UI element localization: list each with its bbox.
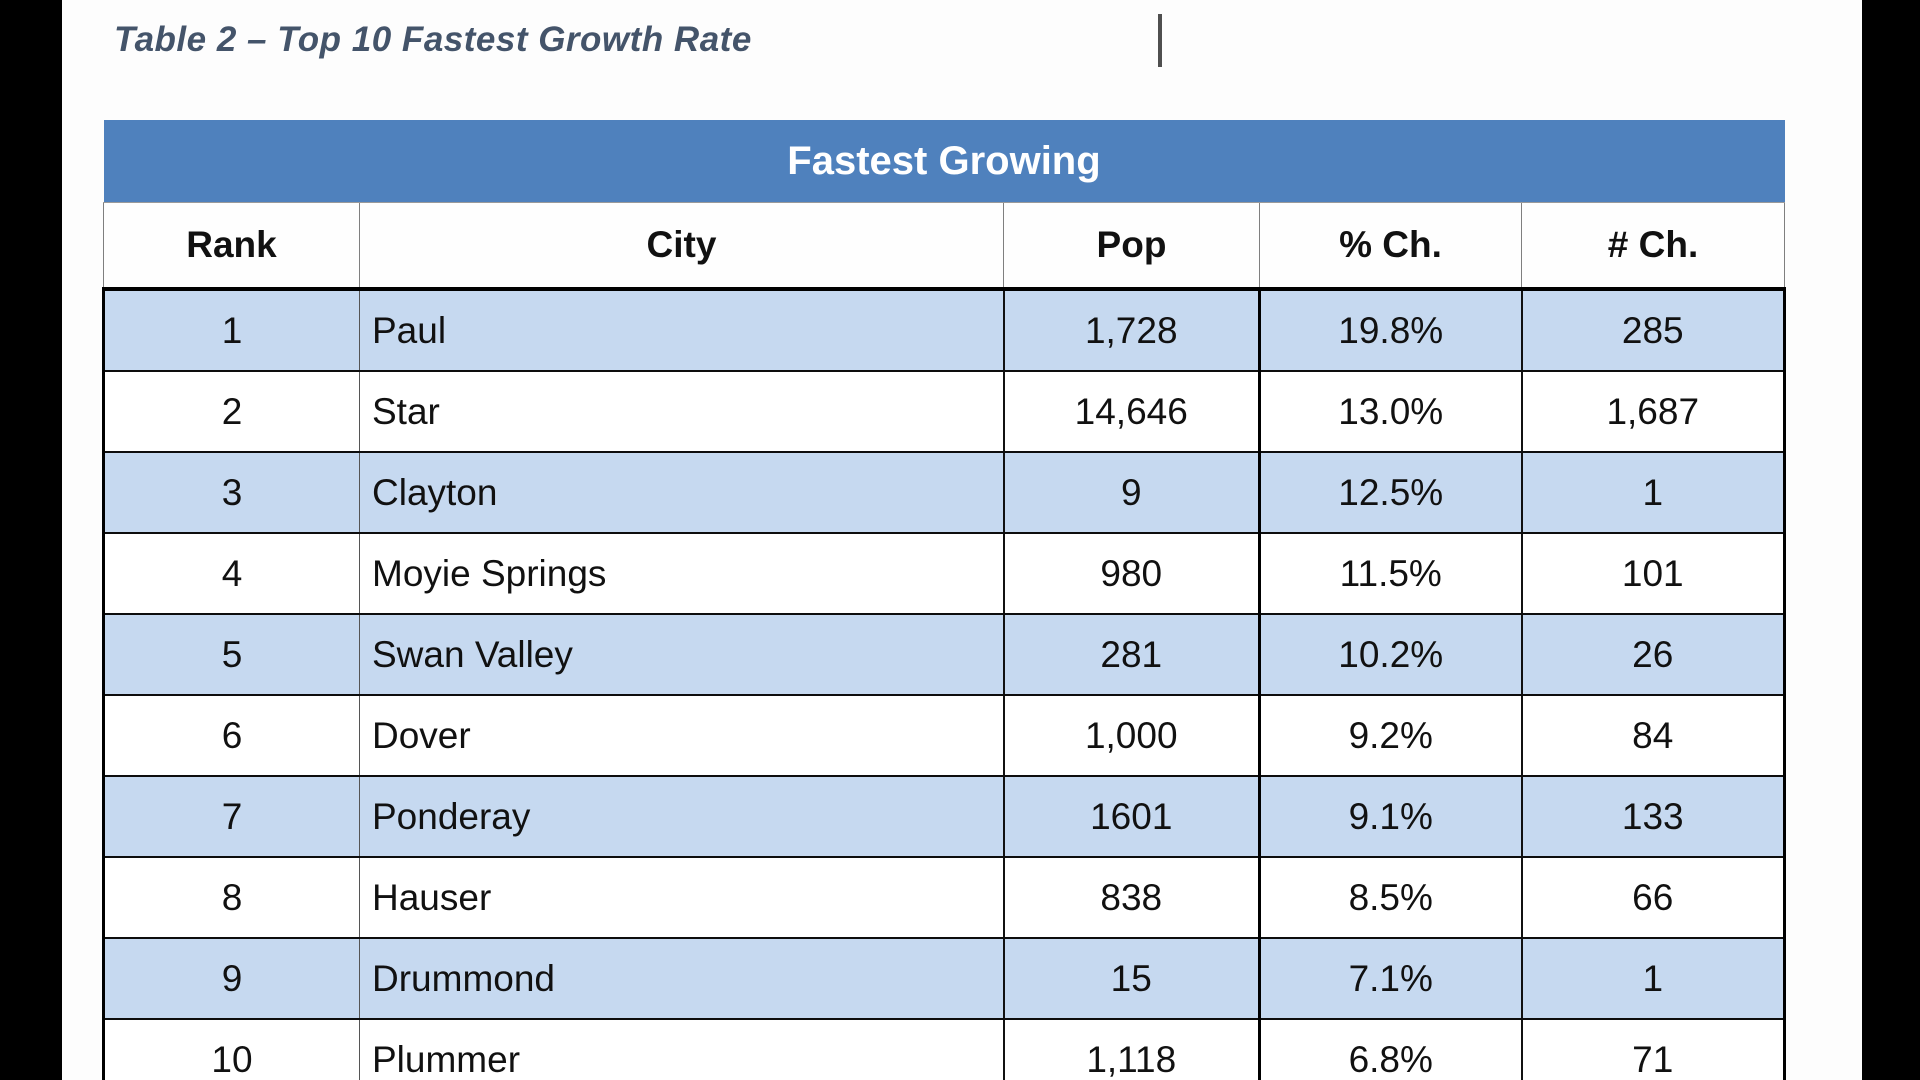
pop-cell: 1,000 xyxy=(1003,694,1261,777)
table-row: 7 Ponderay 1601 9.1% 133 xyxy=(102,775,1786,858)
pct-change-cell: 9.1% xyxy=(1259,775,1523,858)
col-header-rank: Rank xyxy=(103,202,360,291)
table-row: 8 Hauser 838 8.5% 66 xyxy=(102,856,1786,939)
letterbox-right xyxy=(1862,0,1920,1080)
city-cell: Swan Valley xyxy=(359,613,1005,696)
table-row: 6 Dover 1,000 9.2% 84 xyxy=(102,694,1786,777)
num-change-cell: 1,687 xyxy=(1521,370,1786,453)
rank-cell: 1 xyxy=(102,287,360,372)
pct-change-cell: 6.8% xyxy=(1259,1018,1523,1080)
num-change-cell: 84 xyxy=(1521,694,1786,777)
col-header-city: City xyxy=(359,202,1004,291)
table-title: Fastest Growing xyxy=(103,120,1785,203)
pop-cell: 1,118 xyxy=(1003,1018,1261,1080)
rank-cell: 2 xyxy=(102,370,360,453)
col-header-num-change: # Ch. xyxy=(1521,202,1785,291)
rank-cell: 9 xyxy=(102,937,360,1020)
text-cursor xyxy=(1158,14,1162,67)
pop-cell: 281 xyxy=(1003,613,1261,696)
rank-cell: 7 xyxy=(102,775,360,858)
city-cell: Clayton xyxy=(359,451,1005,534)
city-cell: Paul xyxy=(359,287,1005,372)
num-change-cell: 133 xyxy=(1521,775,1786,858)
table-caption: Table 2 – Top 10 Fastest Growth Rate xyxy=(114,20,752,59)
pct-change-cell: 10.2% xyxy=(1259,613,1523,696)
pct-change-cell: 13.0% xyxy=(1259,370,1523,453)
pop-cell: 838 xyxy=(1003,856,1261,939)
city-cell: Plummer xyxy=(359,1018,1005,1080)
table-row: 1 Paul 1,728 19.8% 285 xyxy=(102,287,1786,372)
pct-change-cell: 8.5% xyxy=(1259,856,1523,939)
pop-cell: 15 xyxy=(1003,937,1261,1020)
rank-cell: 8 xyxy=(102,856,360,939)
fastest-growing-table: Fastest Growing Rank City Pop % Ch. # Ch… xyxy=(102,120,1786,1080)
pct-change-cell: 7.1% xyxy=(1259,937,1523,1020)
table-row: 10 Plummer 1,118 6.8% 71 xyxy=(102,1018,1786,1080)
pct-change-cell: 12.5% xyxy=(1259,451,1523,534)
table-row: 3 Clayton 9 12.5% 1 xyxy=(102,451,1786,534)
rank-cell: 5 xyxy=(102,613,360,696)
pct-change-cell: 19.8% xyxy=(1259,287,1523,372)
col-header-pop: Pop xyxy=(1003,202,1260,291)
num-change-cell: 285 xyxy=(1521,287,1786,372)
pct-change-cell: 9.2% xyxy=(1259,694,1523,777)
city-cell: Star xyxy=(359,370,1005,453)
city-cell: Drummond xyxy=(359,937,1005,1020)
num-change-cell: 71 xyxy=(1521,1018,1786,1080)
num-change-cell: 101 xyxy=(1521,532,1786,615)
table-row: 5 Swan Valley 281 10.2% 26 xyxy=(102,613,1786,696)
table-title-row: Fastest Growing xyxy=(103,120,1785,203)
city-cell: Hauser xyxy=(359,856,1005,939)
rank-cell: 10 xyxy=(102,1018,360,1080)
pop-cell: 980 xyxy=(1003,532,1261,615)
rank-cell: 3 xyxy=(102,451,360,534)
city-cell: Dover xyxy=(359,694,1005,777)
num-change-cell: 1 xyxy=(1521,451,1786,534)
pop-cell: 1601 xyxy=(1003,775,1261,858)
num-change-cell: 66 xyxy=(1521,856,1786,939)
pop-cell: 9 xyxy=(1003,451,1261,534)
rank-cell: 4 xyxy=(102,532,360,615)
letterbox-left xyxy=(0,0,62,1080)
num-change-cell: 1 xyxy=(1521,937,1786,1020)
city-cell: Ponderay xyxy=(359,775,1005,858)
table-row: 4 Moyie Springs 980 11.5% 101 xyxy=(102,532,1786,615)
table-row: 2 Star 14,646 13.0% 1,687 xyxy=(102,370,1786,453)
table-row: 9 Drummond 15 7.1% 1 xyxy=(102,937,1786,1020)
city-cell: Moyie Springs xyxy=(359,532,1005,615)
pop-cell: 14,646 xyxy=(1003,370,1261,453)
rank-cell: 6 xyxy=(102,694,360,777)
pct-change-cell: 11.5% xyxy=(1259,532,1523,615)
col-header-pct-change: % Ch. xyxy=(1259,202,1522,291)
column-header-row: Rank City Pop % Ch. # Ch. xyxy=(103,202,1785,291)
num-change-cell: 26 xyxy=(1521,613,1786,696)
pop-cell: 1,728 xyxy=(1003,287,1261,372)
